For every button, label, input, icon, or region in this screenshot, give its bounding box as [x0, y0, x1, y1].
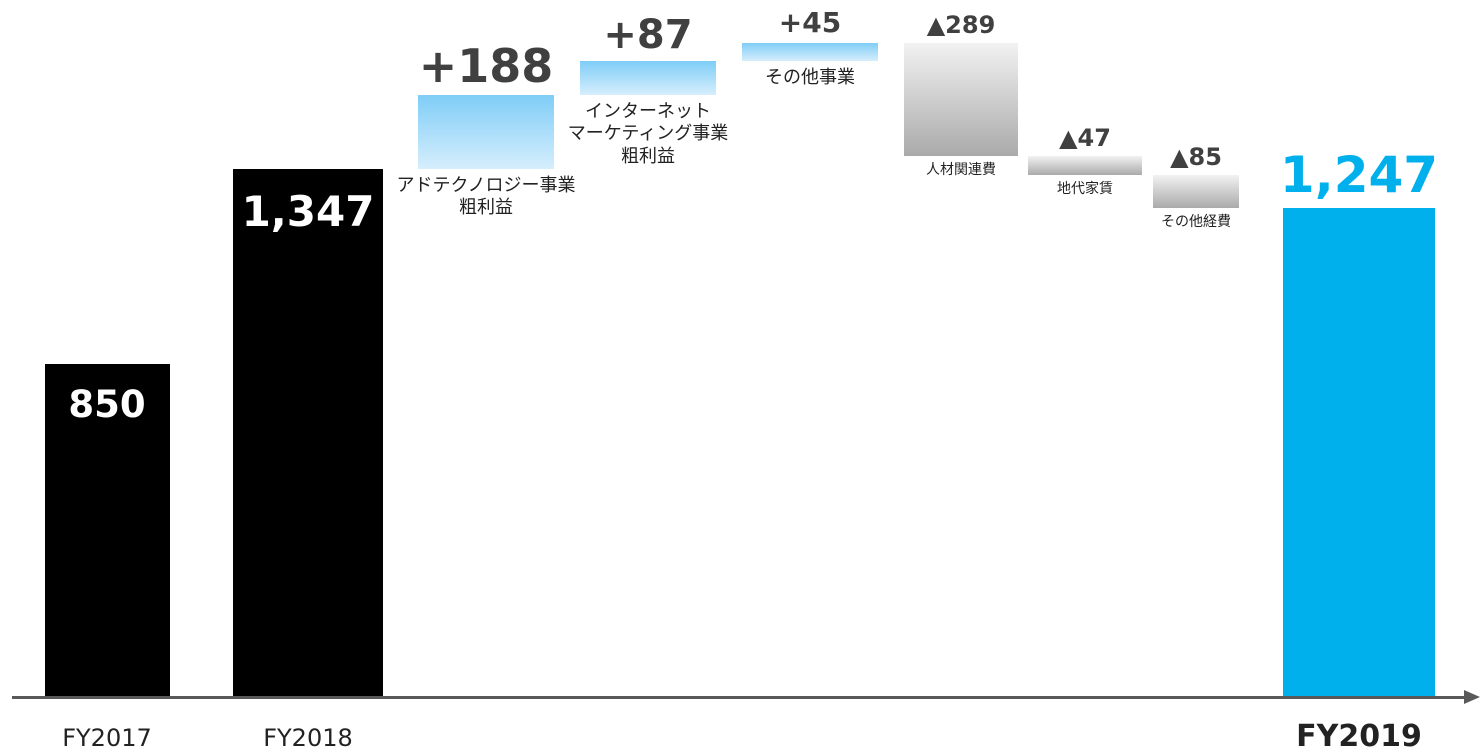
value-label-4: +87	[603, 11, 693, 58]
value-label-7: ▲47	[1059, 124, 1111, 153]
bar-5	[742, 43, 878, 61]
x-tick-label-1: FY2017	[62, 724, 152, 752]
x-tick-label-9: FY2019	[1296, 719, 1422, 754]
category-label-5: その他事業	[765, 66, 855, 88]
bar-4	[580, 60, 716, 95]
value-label-3: +188	[418, 38, 554, 93]
value-label-5: +45	[778, 6, 842, 40]
bar-2	[233, 168, 383, 697]
value-label-6: ▲289	[926, 11, 996, 40]
category-label-4: インターネット マーケティング事業 粗利益	[567, 100, 729, 167]
value-label-2: 1,347	[241, 186, 375, 236]
value-label-1: 850	[68, 382, 146, 426]
bar-6	[904, 43, 1018, 157]
bar-7	[1028, 156, 1142, 175]
bar-9	[1283, 207, 1435, 697]
x-axis-arrow-icon	[1464, 690, 1480, 704]
value-label-9: 1,247	[1279, 145, 1439, 204]
category-label-8: その他経費	[1161, 214, 1231, 231]
category-label-6: 人材関連費	[926, 162, 996, 179]
bar-8	[1153, 174, 1239, 209]
category-label-7: 地代家賃	[1057, 180, 1113, 197]
x-axis-line	[12, 696, 1470, 699]
bar-3	[418, 94, 554, 169]
value-label-8: ▲85	[1170, 142, 1222, 171]
bar-1	[44, 363, 170, 697]
category-label-3: アドテクノロジー事業 粗利益	[396, 174, 576, 219]
x-tick-label-2: FY2018	[263, 724, 353, 752]
